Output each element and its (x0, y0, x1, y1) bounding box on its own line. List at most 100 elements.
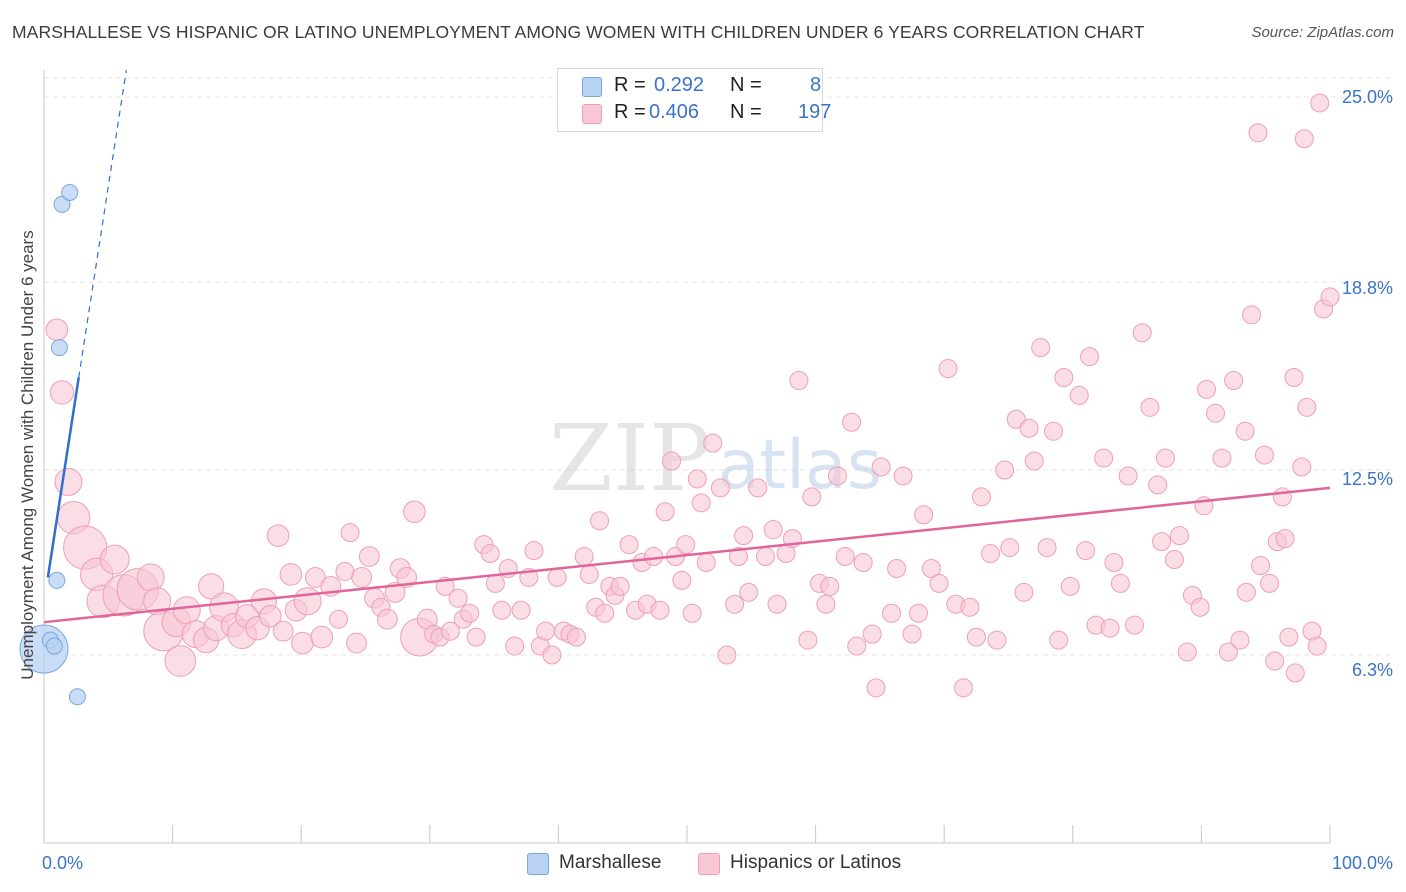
hispanic-swatch (582, 104, 602, 124)
hispanic-point (403, 500, 426, 524)
hispanic-point (547, 567, 567, 587)
hispanic-point (1297, 397, 1317, 417)
r-label: R = (614, 101, 646, 123)
hispanic-point (266, 524, 290, 547)
legend-label-marshallese: Marshallese (559, 852, 662, 873)
hispanic-trend-line (43, 486, 1331, 624)
legend-label-hispanic: Hispanics or Latinos (730, 852, 902, 873)
hispanic-point (748, 478, 768, 498)
hispanic-point (542, 645, 562, 665)
hispanic-swatch (698, 853, 720, 875)
marshallese-swatch (582, 77, 602, 97)
hispanic-point (328, 609, 348, 629)
hispanic-point (921, 558, 941, 578)
marshallese-trend-line (46, 377, 80, 578)
hispanic-point (1265, 651, 1285, 671)
hispanic-point (881, 603, 901, 623)
hispanic-point (672, 570, 692, 590)
hispanic-point (703, 433, 723, 453)
hispanic-point (960, 597, 980, 617)
hispanic-point (853, 553, 873, 573)
hispanic-point (691, 493, 711, 513)
y-tick-label: 12.5% (1341, 469, 1393, 489)
hispanic-point (676, 535, 696, 555)
hispanic-point (1310, 93, 1330, 113)
hispanic-point (717, 645, 737, 665)
hispanic-point (1000, 538, 1020, 558)
correlation-legend: R = 0.292 N = 8 R = 0.406 N = 197 (557, 68, 831, 132)
n-label: N = (730, 74, 762, 96)
hispanic-point (172, 596, 201, 625)
hispanic-point (335, 561, 355, 581)
hispanic-point (574, 547, 594, 567)
hispanic-point (1094, 448, 1114, 468)
hispanic-point (847, 636, 867, 656)
hispanic-point (914, 505, 934, 525)
hispanic-point (272, 620, 294, 642)
hispanic-point (579, 564, 599, 584)
hispanic-point (739, 582, 759, 602)
hispanic-point (816, 594, 836, 614)
y-tick-label: 25.0% (1341, 87, 1393, 107)
hispanic-point (835, 547, 855, 567)
hispanic-point (1218, 642, 1238, 662)
hispanic-point (54, 467, 83, 496)
hispanic-point (1031, 338, 1051, 358)
hispanic-point (1069, 385, 1089, 405)
hispanic-point (1242, 305, 1262, 325)
hispanic-point (1206, 403, 1226, 423)
hispanic-point (734, 526, 754, 546)
hispanic-point (866, 678, 886, 698)
hispanic-point (929, 573, 949, 593)
hispanic-point (1212, 448, 1232, 468)
hispanic-point (1164, 550, 1184, 570)
marshallese-point (61, 183, 79, 201)
hispanic-point (1260, 573, 1280, 593)
watermark: ZIP atlas (549, 405, 882, 512)
hispanic-point (1104, 553, 1124, 573)
hispanic-point (980, 544, 1000, 564)
hispanic-point (682, 603, 702, 623)
hispanic-point (460, 603, 480, 623)
hispanic-point (136, 563, 165, 592)
marshallese-point (50, 339, 68, 357)
hispanic-point (291, 631, 314, 655)
hispanic-point (798, 630, 818, 650)
hispanic-point (1235, 421, 1255, 441)
hispanic-point (1251, 555, 1271, 575)
hispanic-point (971, 487, 991, 507)
marshallese-swatch (527, 853, 549, 875)
hispanic-point (1024, 451, 1044, 471)
hispanic-point (1060, 576, 1080, 596)
hispanic-point (340, 523, 360, 543)
hispanic-point (358, 546, 380, 567)
hispanic-point (1054, 367, 1074, 387)
hispanic-point (466, 627, 486, 647)
hispanic-point (728, 547, 748, 567)
hispanic-point (384, 581, 406, 603)
hispanic-point (687, 469, 707, 489)
hispanic-point (1148, 475, 1168, 495)
hispanic-point (536, 621, 556, 641)
hispanic-point (862, 624, 882, 644)
hispanic-point (1014, 582, 1034, 602)
marshallese-point (45, 637, 63, 655)
hispanic-point (1170, 526, 1190, 546)
hispanic-point (1272, 487, 1292, 507)
hispanic-point (1076, 541, 1096, 561)
n-value: 8 (810, 74, 822, 96)
hispanic-point (1254, 445, 1274, 465)
y-tick-label: 18.8% (1341, 278, 1393, 298)
hispanic-point (1037, 538, 1057, 558)
hispanic-point (511, 600, 531, 620)
axes (43, 70, 1331, 844)
hispanic-point (1049, 630, 1069, 650)
hispanic-point (1285, 663, 1305, 683)
y-axis-label: Unemployment Among Women with Children U… (18, 230, 37, 680)
hispanic-point (1080, 347, 1100, 367)
hispanic-point (995, 460, 1015, 480)
hispanic-point (650, 600, 670, 620)
hispanic-point (492, 600, 512, 620)
hispanic-point (1320, 287, 1340, 307)
gridlines (44, 77, 1390, 656)
